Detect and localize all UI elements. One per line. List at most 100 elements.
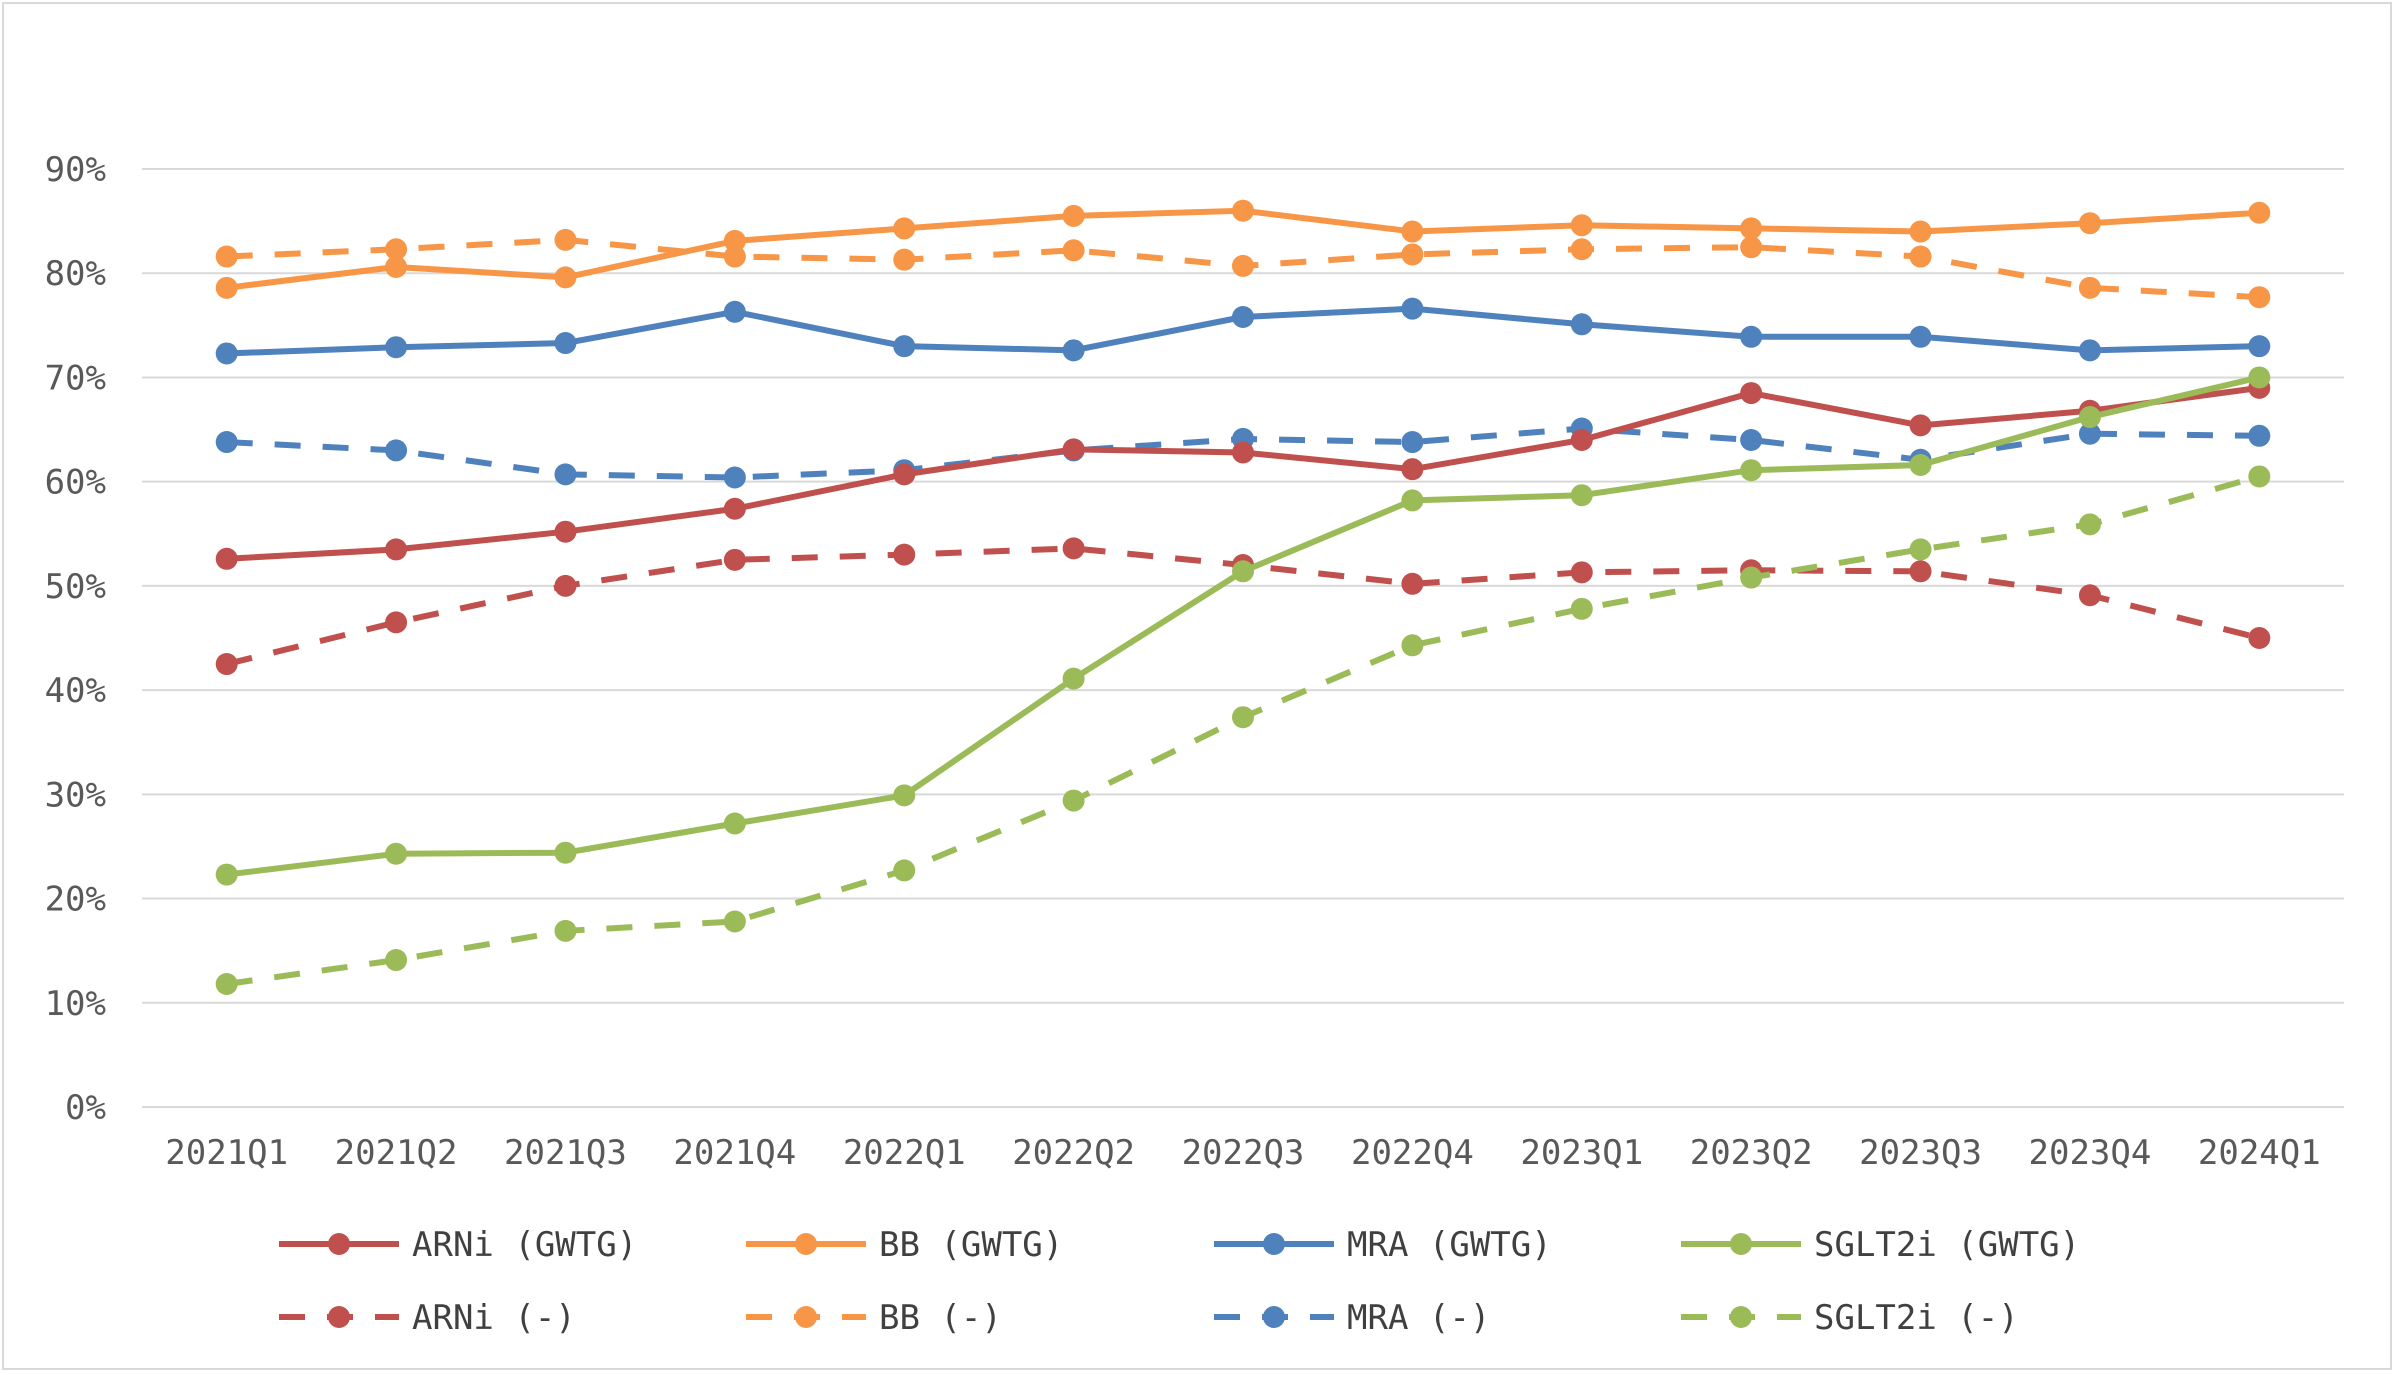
data-point xyxy=(1909,453,1932,476)
series-mra-gwtg xyxy=(215,297,2271,365)
legend-label: ARNi (-) xyxy=(412,1298,576,1338)
data-point xyxy=(1740,325,1763,348)
data-point xyxy=(723,548,746,571)
data-point xyxy=(1909,220,1932,243)
data-point xyxy=(1740,382,1763,405)
x-tick-label: 2022Q1 xyxy=(843,1133,966,1173)
data-point xyxy=(2078,212,2101,235)
data-point xyxy=(385,949,408,972)
data-point xyxy=(1740,566,1763,589)
data-point xyxy=(1401,458,1424,481)
data-point xyxy=(723,229,746,252)
data-point xyxy=(1232,706,1254,729)
data-point xyxy=(2248,424,2271,447)
data-point xyxy=(893,335,916,358)
series-line xyxy=(226,473,2261,987)
legend-item-arni-gwtg: ARNi (GWTG) xyxy=(279,1225,637,1265)
data-point xyxy=(2248,201,2271,224)
data-point xyxy=(2248,366,2271,389)
data-point xyxy=(1570,214,1593,237)
y-tick-label: 50% xyxy=(45,567,106,607)
x-tick-label: 2023Q4 xyxy=(2029,1133,2152,1173)
data-point xyxy=(2078,276,2101,299)
data-point xyxy=(1570,238,1593,261)
data-point xyxy=(723,812,746,835)
legend-label: MRA (-) xyxy=(1347,1298,1490,1338)
legend-label: SGLT2i (GWTG) xyxy=(1814,1225,2080,1265)
data-point xyxy=(1909,560,1932,583)
data-point xyxy=(1401,243,1424,266)
data-point xyxy=(385,538,408,561)
series-sglt2i xyxy=(215,465,2271,996)
data-point xyxy=(1062,204,1085,227)
data-point xyxy=(1401,634,1424,657)
x-tick-label: 2023Q3 xyxy=(1859,1133,1982,1173)
y-tick-label: 0% xyxy=(65,1088,106,1128)
data-point xyxy=(2078,339,2101,362)
data-point xyxy=(1401,572,1424,595)
data-point xyxy=(1909,414,1932,437)
data-point xyxy=(215,863,238,886)
legend-swatch-marker xyxy=(1263,1306,1285,1328)
data-point xyxy=(1909,538,1932,561)
data-point xyxy=(1740,459,1763,482)
legend-item-bb-gwtg: BB (GWTG) xyxy=(746,1225,1063,1265)
data-point xyxy=(723,910,746,933)
data-point xyxy=(2248,627,2271,649)
legend-label: SGLT2i (-) xyxy=(1814,1298,2019,1338)
legend-label: ARNi (GWTG) xyxy=(412,1225,637,1265)
legend-swatch-marker xyxy=(1730,1306,1752,1328)
y-tick-label: 90% xyxy=(45,150,106,190)
legend-item-sglt2i: SGLT2i (-) xyxy=(1681,1298,2019,1338)
data-point xyxy=(385,255,408,278)
legend-swatch-marker xyxy=(328,1306,350,1328)
data-point xyxy=(554,841,577,864)
data-point xyxy=(215,245,238,268)
data-point xyxy=(2078,422,2101,445)
data-point xyxy=(1740,217,1763,240)
data-point xyxy=(215,653,238,676)
data-point xyxy=(1232,441,1254,464)
data-point xyxy=(385,611,408,634)
line-chart: 0%10%20%30%40%50%60%70%80%90% 2021Q1 2021… xyxy=(45,150,2344,1338)
data-point xyxy=(554,266,577,289)
series-arni xyxy=(215,537,2271,676)
legend-item-mra: MRA (-) xyxy=(1214,1298,1490,1338)
data-point xyxy=(1062,339,1085,362)
x-tick-label: 2023Q2 xyxy=(1690,1133,1813,1173)
x-tick-label: 2021Q1 xyxy=(165,1133,288,1173)
data-point xyxy=(1740,236,1763,259)
legend-item-bb: BB (-) xyxy=(746,1298,1002,1338)
legend-swatch-marker xyxy=(328,1233,350,1255)
data-point xyxy=(385,238,408,261)
data-point xyxy=(893,784,916,807)
legend-swatch-marker xyxy=(795,1233,817,1255)
x-tick-label: 2021Q3 xyxy=(504,1133,627,1173)
data-point xyxy=(215,342,238,365)
data-point xyxy=(1062,438,1085,461)
data-point xyxy=(554,919,577,942)
data-point xyxy=(554,332,577,355)
legend-label: MRA (GWTG) xyxy=(1347,1225,1552,1265)
legend-swatch-marker xyxy=(795,1306,817,1328)
y-tick-label: 20% xyxy=(45,880,106,920)
data-point xyxy=(2078,406,2101,429)
series-line xyxy=(223,384,2263,562)
x-tick-label: 2022Q2 xyxy=(1012,1133,1135,1173)
data-point xyxy=(1909,325,1932,348)
data-point xyxy=(893,543,916,566)
data-point xyxy=(554,228,577,251)
legend-label: BB (-) xyxy=(879,1298,1002,1338)
legend-item-arni: ARNi (-) xyxy=(279,1298,576,1338)
data-point xyxy=(1232,560,1254,583)
series-bb xyxy=(215,228,2271,309)
x-tick-label: 2023Q1 xyxy=(1520,1133,1643,1173)
data-point xyxy=(893,859,916,882)
data-point xyxy=(2248,465,2271,488)
data-point xyxy=(1401,489,1424,512)
data-point xyxy=(1570,313,1593,336)
x-axis-ticks: 2021Q1 2021Q2 2021Q3 2021Q4 2022Q1 2022Q2 2022… xyxy=(165,1133,2320,1173)
data-point xyxy=(385,439,408,462)
x-tick-label: 2022Q3 xyxy=(1182,1133,1305,1173)
